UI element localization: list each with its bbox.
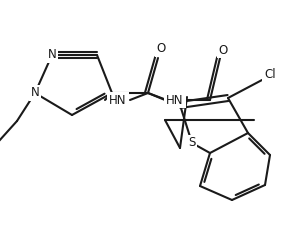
Text: Cl: Cl bbox=[264, 69, 276, 82]
Text: HN: HN bbox=[166, 93, 184, 106]
Text: HN: HN bbox=[109, 93, 127, 106]
Text: N: N bbox=[31, 86, 40, 99]
Text: S: S bbox=[188, 137, 196, 150]
Text: O: O bbox=[218, 44, 228, 56]
Text: N: N bbox=[48, 48, 56, 62]
Text: O: O bbox=[156, 42, 166, 55]
